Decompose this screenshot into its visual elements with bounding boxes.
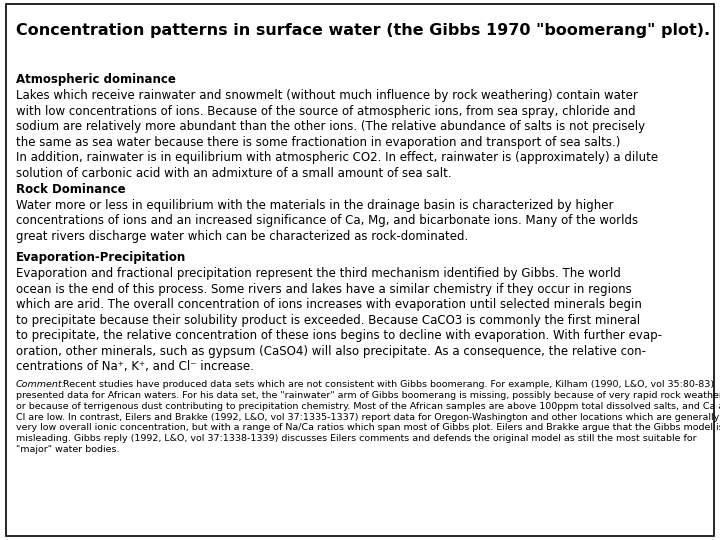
Text: Rock Dominance: Rock Dominance (16, 183, 125, 195)
Text: Atmospheric dominance: Atmospheric dominance (16, 73, 176, 86)
Text: Water more or less in equilibrium with the materials in the drainage basin is ch: Water more or less in equilibrium with t… (16, 199, 638, 242)
FancyBboxPatch shape (6, 4, 714, 536)
Text: Evaporation and fractional precipitation represent the third mechanism identifie: Evaporation and fractional precipitation… (16, 267, 662, 373)
Text: presented data for African waters. For his data set, the "rainwater" arm of Gibb: presented data for African waters. For h… (16, 392, 720, 454)
Text: Evaporation-Precipitation: Evaporation-Precipitation (16, 251, 186, 264)
Text: Recent studies have produced data sets which are not consistent with Gibbs boome: Recent studies have produced data sets w… (60, 380, 715, 389)
Text: Concentration patterns in surface water (the Gibbs 1970 "boomerang" plot).: Concentration patterns in surface water … (16, 23, 710, 38)
Text: Comment:: Comment: (16, 380, 66, 389)
Text: Lakes which receive rainwater and snowmelt (without much influence by rock weath: Lakes which receive rainwater and snowme… (16, 89, 658, 180)
